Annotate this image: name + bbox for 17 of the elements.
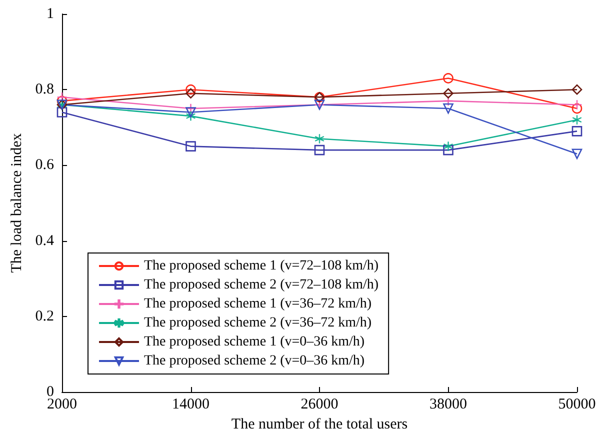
legend-label: The proposed scheme 1 (v=72–108 km/h)	[144, 258, 379, 274]
x-tick-label: 50000	[558, 396, 596, 412]
legend-label: The proposed scheme 2 (v=36–72 km/h)	[144, 316, 372, 330]
y-tick-label: 0.8	[35, 82, 54, 98]
y-tick-label: 0.4	[35, 232, 54, 249]
x-tick-label: 26000	[300, 396, 338, 412]
legend-label: The proposed scheme 1 (v=0–36 km/h)	[144, 334, 365, 350]
legend-label: The proposed scheme 1 (v=36–72 km/h)	[144, 296, 372, 312]
legend-label: The proposed scheme 2 (v=0–36 km/h)	[144, 354, 365, 368]
y-tick-label: 0.2	[35, 308, 54, 324]
x-axis-title: The number of the total users	[231, 416, 408, 432]
y-axis-title: The load balance index	[8, 132, 25, 273]
y-tick-label: 1	[46, 6, 54, 22]
y-tick-label: 0.6	[35, 157, 54, 174]
legend-label: The proposed scheme 2 (v=72–108 km/h)	[144, 278, 379, 292]
x-tick-label: 38000	[430, 396, 467, 412]
x-tick-label: 14000	[172, 396, 210, 412]
